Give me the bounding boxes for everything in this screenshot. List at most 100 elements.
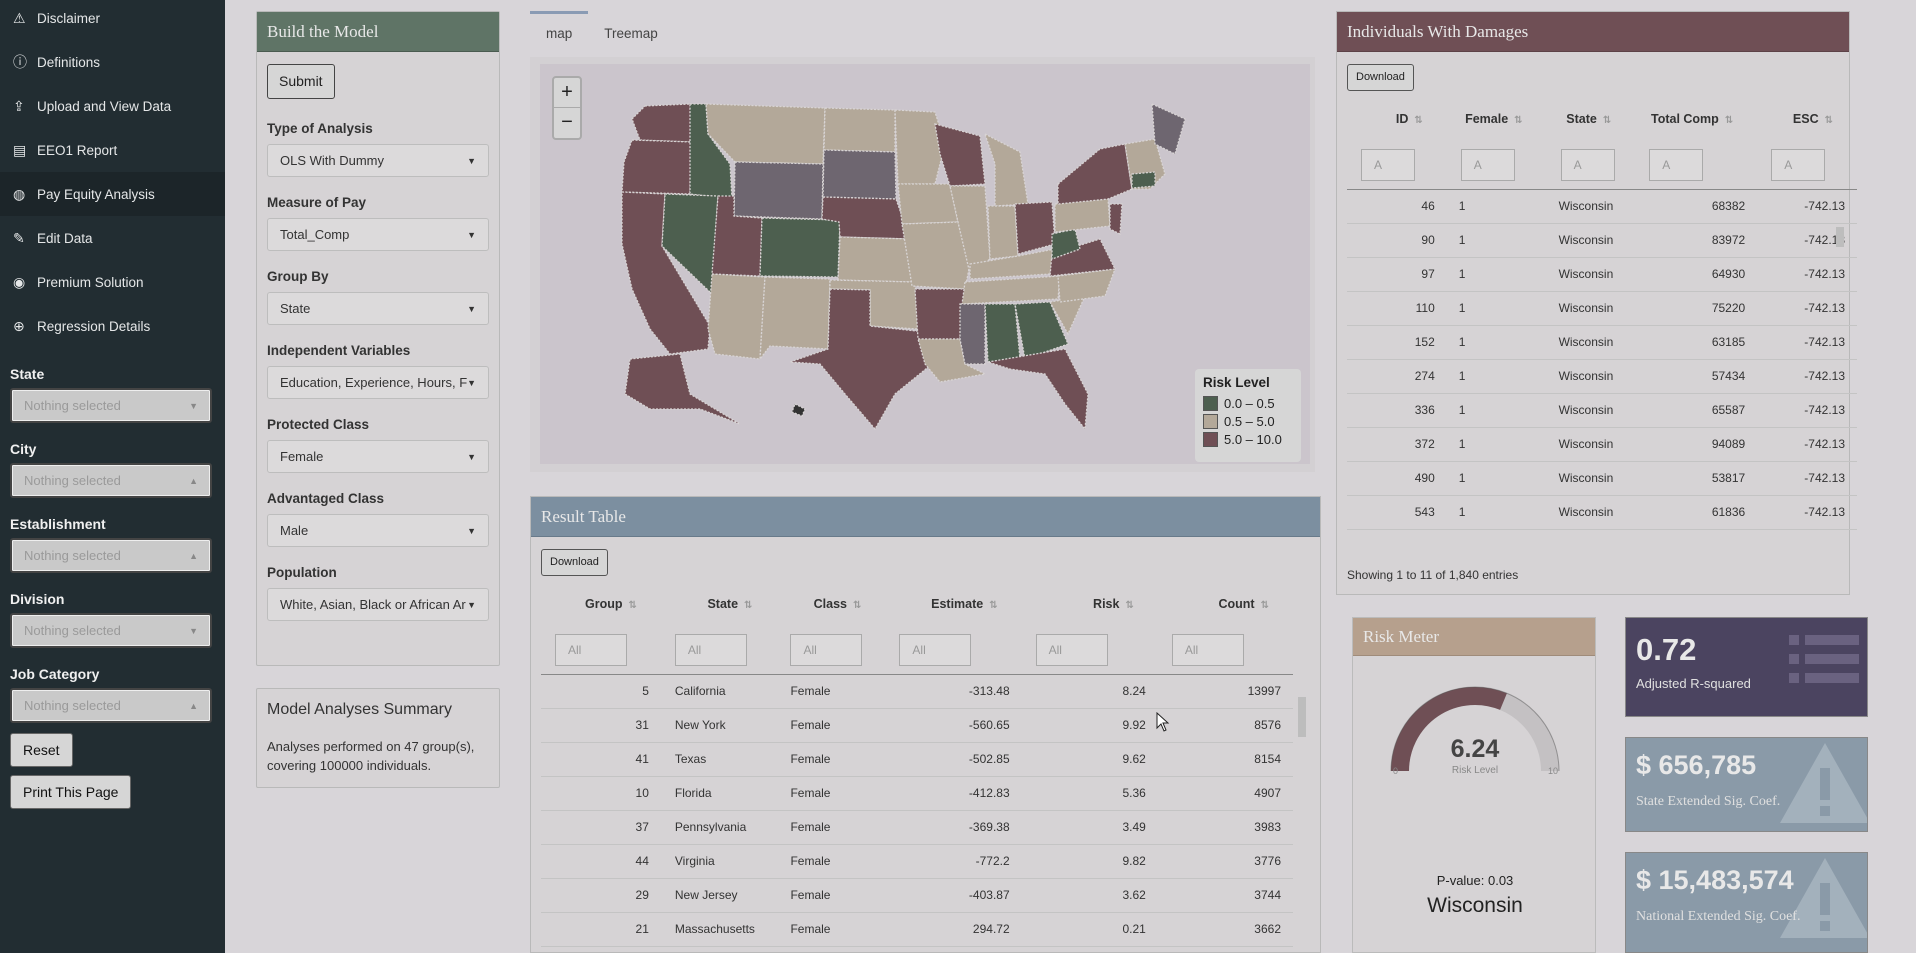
sidebar-item-upload-and-view-data[interactable]: ⇪ Upload and View Data: [0, 84, 225, 128]
table-row[interactable]: 110 1 Wisconsin 75220 -742.13: [1347, 291, 1857, 326]
table-row[interactable]: 152 1 Wisconsin 63185 -742.13: [1347, 325, 1857, 360]
column-header[interactable]: State ⇅: [707, 597, 753, 611]
state-filter-select[interactable]: Nothing selected ▼: [10, 388, 212, 423]
sidebar-item-definitions[interactable]: ⓘ Definitions: [0, 40, 225, 84]
individuals-download-button[interactable]: Download: [1347, 64, 1414, 91]
table-cell: -742.13: [1757, 495, 1857, 530]
gauge-min: 0: [1393, 766, 1399, 776]
state-hawaii: [791, 403, 806, 417]
caret-icon: ▲: [189, 475, 198, 486]
table-row[interactable]: 31 New York Female -560.65 9.92 8576: [541, 708, 1293, 743]
column-header[interactable]: Count ⇅: [1218, 597, 1270, 611]
type-of-analysis-select[interactable]: OLS With Dummy ▼: [267, 144, 489, 177]
table-row[interactable]: 37 Pennsylvania Female -369.38 3.49 3983: [541, 810, 1293, 845]
state-minnesota: [894, 109, 946, 185]
table-row[interactable]: 90 1 Wisconsin 83972 -742.13: [1347, 223, 1857, 258]
rsquared-label: Adjusted R-squared: [1636, 676, 1751, 691]
zoom-out-button[interactable]: −: [561, 111, 573, 133]
sidebar-item-edit-data[interactable]: ✎ Edit Data: [0, 216, 225, 260]
column-header[interactable]: Class ⇅: [813, 597, 862, 611]
table-row[interactable]: 543 1 Wisconsin 61836 -742.13: [1347, 495, 1857, 530]
tab-map[interactable]: map: [530, 11, 589, 57]
select-value: Education, Experience, Hours, F: [280, 375, 468, 390]
column-header[interactable]: Total Comp ⇅: [1650, 112, 1734, 126]
table-row[interactable]: 372 1 Wisconsin 94089 -742.13: [1347, 427, 1857, 462]
state-missouri: [901, 221, 971, 290]
sidebar-item-disclaimer[interactable]: ⚠ Disclaimer: [0, 0, 225, 40]
column-filter-input[interactable]: All: [899, 633, 972, 666]
establishment-filter-select[interactable]: Nothing selected ▲: [10, 538, 212, 573]
table-cell: 68382: [1635, 189, 1758, 224]
reset-button[interactable]: Reset: [10, 733, 73, 767]
result-scrollbar[interactable]: [1298, 697, 1306, 737]
table-row[interactable]: 21 Massachusetts Female 294.72 0.21 3662: [541, 912, 1293, 947]
caret-icon: ▲: [189, 550, 198, 561]
column-filter-input[interactable]: A: [1560, 148, 1615, 181]
column-header[interactable]: Estimate ⇅: [931, 597, 998, 611]
submit-button[interactable]: Submit: [267, 64, 335, 99]
tab-treemap[interactable]: Treemap: [604, 26, 658, 41]
individuals-scrollbar[interactable]: [1836, 227, 1844, 247]
table-row[interactable]: 46 1 Wisconsin 68382 -742.13: [1347, 189, 1857, 224]
measure-of-pay-select[interactable]: Total_Comp ▼: [267, 218, 489, 251]
city-filter-select[interactable]: Nothing selected ▲: [10, 463, 212, 498]
state-mississippi: [959, 303, 986, 365]
column-filter-input[interactable]: A: [1460, 148, 1515, 181]
advantaged-class-select[interactable]: Male ▼: [267, 514, 489, 547]
sidebar-item-pay-equity-analysis[interactable]: ◍ Pay Equity Analysis: [0, 172, 225, 216]
table-row[interactable]: 41 Texas Female -502.85 9.62 8154: [541, 742, 1293, 777]
table-row[interactable]: 336 1 Wisconsin 65587 -742.13: [1347, 393, 1857, 428]
state-new-mexico: [759, 276, 831, 362]
column-filter-input[interactable]: All: [674, 633, 747, 666]
job-category-filter-select[interactable]: Nothing selected ▲: [10, 688, 212, 723]
population-select[interactable]: White, Asian, Black or African Ar ▼: [267, 588, 489, 621]
print-page-button[interactable]: Print This Page: [10, 775, 132, 809]
table-row[interactable]: 97 1 Wisconsin 64930 -742.13: [1347, 257, 1857, 292]
state-colorado: [759, 217, 841, 278]
column-filter-input[interactable]: All: [1171, 633, 1244, 666]
table-cell: -742.13: [1757, 393, 1857, 428]
state-maine: [1151, 102, 1186, 155]
table-row[interactable]: 10 Florida Female -412.83 5.36 4907: [541, 776, 1293, 811]
table-cell: 1: [1446, 427, 1547, 462]
column-filter-input[interactable]: A: [1771, 148, 1826, 181]
measure-of-pay-label: Measure of Pay: [267, 195, 367, 210]
group-by-select[interactable]: State ▼: [267, 292, 489, 325]
protected-class-select[interactable]: Female ▼: [267, 440, 489, 473]
table-row[interactable]: 5 California Female -313.48 8.24 13997: [541, 674, 1293, 709]
table-cell: 97: [1347, 257, 1447, 292]
column-header[interactable]: Risk ⇅: [1093, 597, 1134, 611]
result-table-title: Result Table: [531, 497, 1320, 537]
list-icon: [1789, 635, 1859, 683]
column-filter-input[interactable]: All: [555, 633, 627, 666]
column-filter-input[interactable]: All: [1035, 633, 1108, 666]
column-filter-input[interactable]: A: [1649, 148, 1704, 181]
table-cell: 5.36: [1021, 776, 1158, 811]
legend-label: 0.0 – 0.5: [1224, 395, 1275, 411]
table-row[interactable]: 44 Virginia Female -772.2 9.82 3776: [541, 844, 1293, 879]
column-header[interactable]: Group ⇅: [584, 597, 637, 611]
zoom-in-button[interactable]: +: [554, 78, 580, 108]
table-row[interactable]: 274 1 Wisconsin 57434 -742.13: [1347, 359, 1857, 394]
column-header[interactable]: State ⇅: [1566, 112, 1612, 126]
sidebar-item-regression-details[interactable]: ⊕ Regression Details: [0, 304, 225, 348]
independent-variables-select[interactable]: Education, Experience, Hours, F ▼: [267, 366, 489, 399]
column-header[interactable]: ESC ⇅: [1792, 112, 1833, 126]
column-filter-input[interactable]: All: [790, 633, 863, 666]
state-california: [621, 191, 711, 355]
table-cell: Wisconsin: [1546, 257, 1636, 292]
column-header[interactable]: ID ⇅: [1395, 112, 1423, 126]
column-header[interactable]: Female ⇅: [1465, 112, 1523, 126]
table-row[interactable]: 490 1 Wisconsin 53817 -742.13: [1347, 461, 1857, 496]
column-filter-input[interactable]: A: [1361, 148, 1415, 181]
table-cell: -502.85: [885, 742, 1022, 777]
sidebar-item-premium-solution[interactable]: ◉ Premium Solution: [0, 260, 225, 304]
sidebar-item-eeo1-report[interactable]: ▤ EEO1 Report: [0, 128, 225, 172]
sort-icon: ⇅: [1824, 115, 1833, 126]
choropleth-map[interactable]: + − Risk Level 0.0 – 0.5 0.5 – 5.0 5.0 – 1…: [540, 64, 1310, 464]
meter-state: Wisconsin: [1427, 894, 1523, 917]
division-filter-select[interactable]: Nothing selected ▼: [10, 613, 212, 648]
result-download-button[interactable]: Download: [541, 549, 608, 576]
state-arizona: [707, 273, 766, 360]
table-row[interactable]: 29 New Jersey Female -403.87 3.62 3744: [541, 878, 1293, 913]
